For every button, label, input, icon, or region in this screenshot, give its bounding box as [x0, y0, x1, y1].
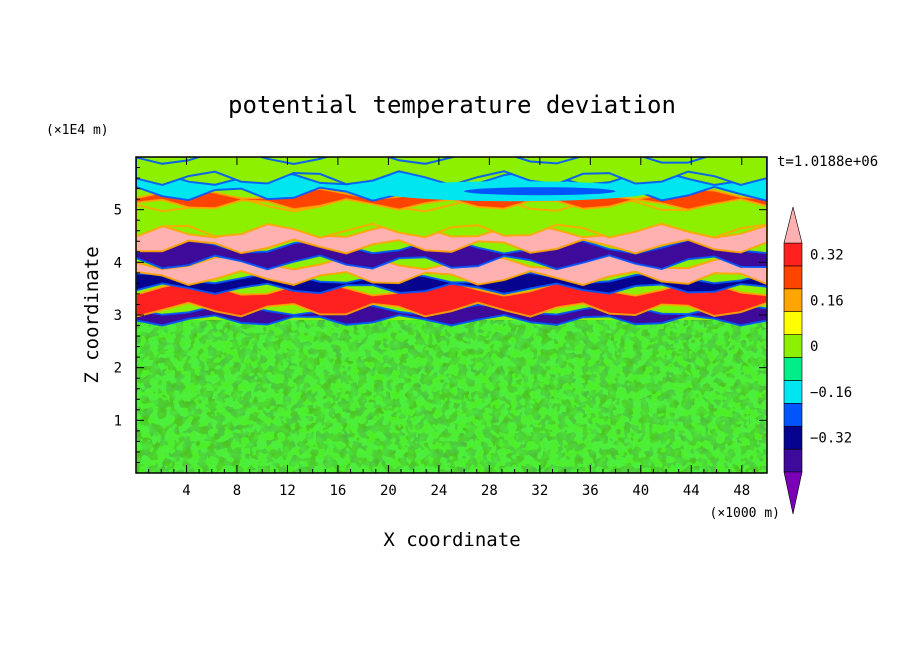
x-tick-label: 28: [481, 483, 498, 499]
band-layer: [136, 255, 767, 286]
x-tick-label: 8: [233, 483, 241, 499]
y-tick-label: 3: [114, 308, 122, 324]
colorbar-tick-label: 0: [810, 339, 818, 355]
y-tick-label: 4: [114, 255, 122, 271]
x-tick-label: 44: [683, 483, 700, 499]
x-tick-label: 16: [329, 483, 346, 499]
colorbar-swatch: [783, 425, 803, 450]
colorbar-swatch: [783, 288, 803, 312]
band-layer: [136, 223, 767, 254]
y-tick-label: 5: [114, 203, 122, 219]
colorbar-tick-label: −0.16: [810, 385, 852, 401]
colorbar-tick-label: −0.32: [810, 431, 852, 447]
y-tick-label: 2: [114, 361, 122, 377]
x-tick-label: 36: [582, 483, 599, 499]
y-axis-title: Z coordinate: [81, 246, 103, 383]
cool-anomaly-core: [464, 187, 616, 196]
x-tick-label: 12: [279, 483, 296, 499]
x-tick-label: 40: [632, 483, 649, 499]
colorbar-swatch: [783, 334, 803, 358]
x-tick-label: 24: [430, 483, 447, 499]
band-edge: [136, 271, 767, 295]
time-label: t=1.0188e+06: [777, 154, 878, 170]
x-tick-label: 4: [182, 483, 190, 499]
colorbar-swatch: [783, 242, 803, 267]
band-edge: [136, 222, 767, 255]
lower-turbulence-region: [136, 320, 767, 473]
band-edge: [136, 280, 767, 318]
y-unit-label: (×1E4 m): [46, 123, 109, 138]
colorbar-swatch: [783, 311, 803, 335]
colorbar-tick-label: 0.16: [810, 293, 844, 309]
colorbar-swatch: [783, 380, 803, 404]
band-edge: [136, 157, 767, 187]
y-tick-label: 1: [114, 413, 122, 429]
x-tick-label: 48: [733, 483, 750, 499]
colorbar-tick-label: 0.32: [810, 247, 844, 263]
x-tick-label: 32: [531, 483, 548, 499]
colorbar-swatch: [783, 448, 803, 473]
colorbar-swatch: [783, 265, 803, 290]
colorbar-extend-high: [783, 206, 803, 244]
heatmap-field: [136, 157, 767, 473]
chart-title: potential temperature deviation: [228, 91, 676, 119]
x-unit-label: (×1000 m): [710, 506, 780, 521]
colorbar-swatch: [783, 402, 803, 427]
colorbar: 0.32 0.16 0 −0.16 −0.32: [783, 206, 852, 515]
x-tick-label: 20: [380, 483, 397, 499]
band-layer: [136, 239, 767, 270]
y-axis: 1 2 3 4 5: [114, 167, 767, 463]
colorbar-swatch: [783, 357, 803, 381]
x-axis-title: X coordinate: [383, 529, 520, 551]
x-axis: 4 8 12 16 20 24 28 32 36 40 44 48: [148, 157, 755, 499]
colorbar-extend-low: [783, 471, 803, 515]
